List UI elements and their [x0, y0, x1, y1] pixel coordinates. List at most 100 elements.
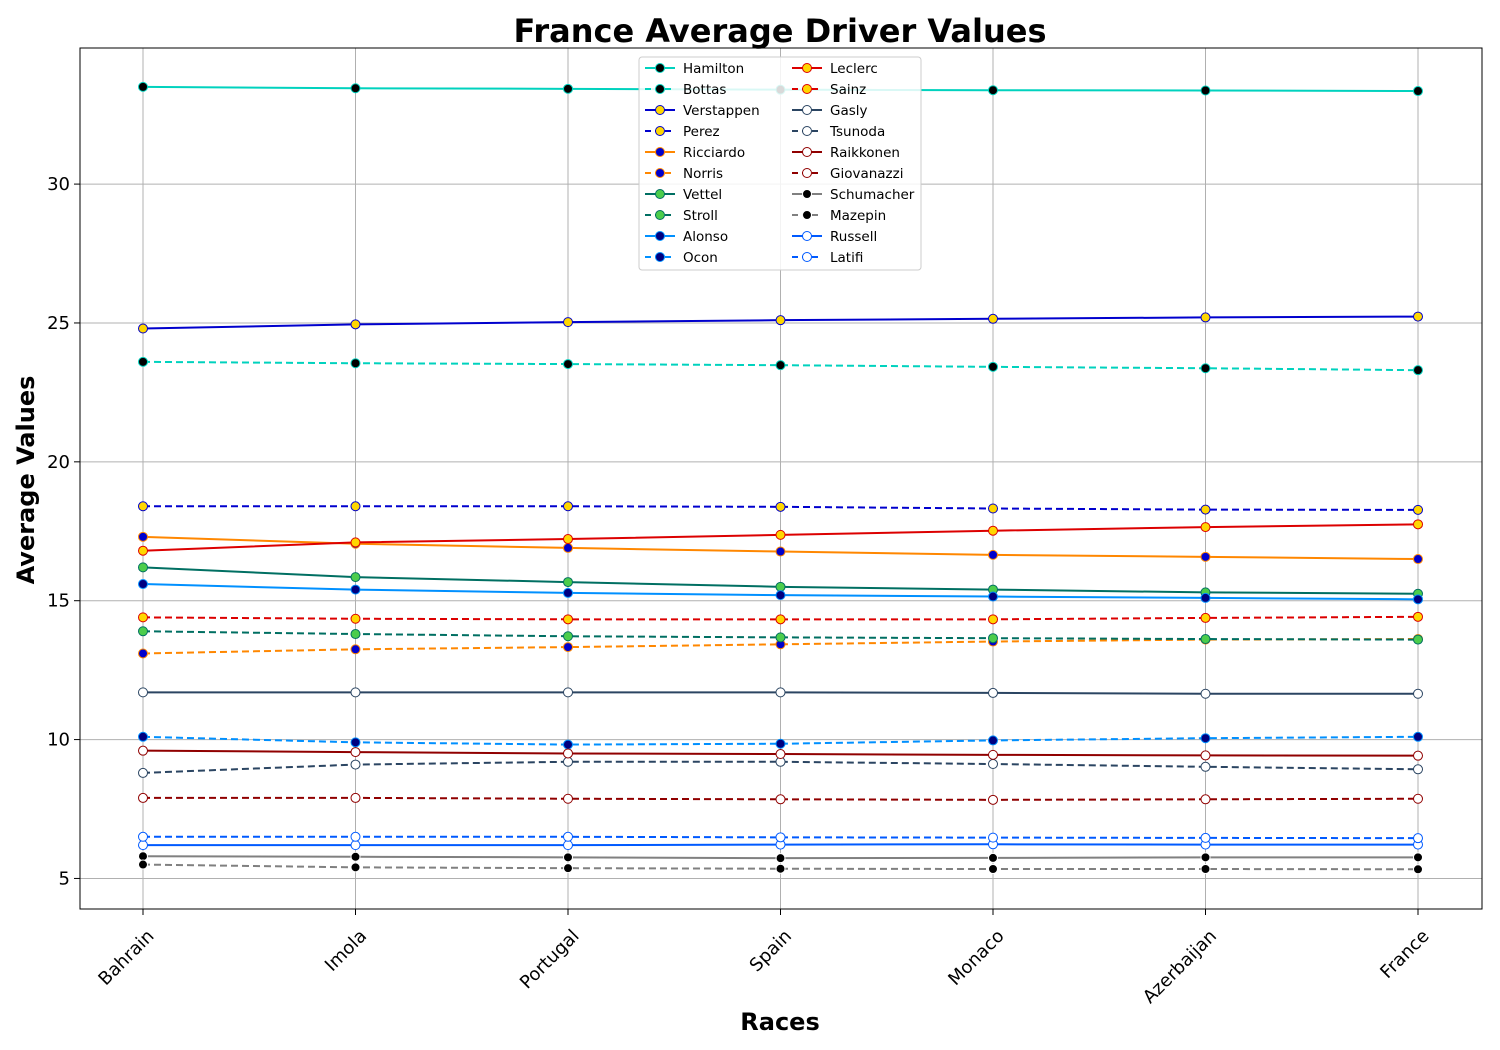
legend-marker [802, 105, 812, 115]
legend-item: Ocon [645, 250, 718, 266]
data-point [1200, 85, 1211, 96]
legend-label: Bottas [683, 82, 726, 98]
legend-item: Giovanazzi [792, 166, 904, 182]
legend-marker [802, 126, 812, 136]
data-point [1200, 551, 1211, 562]
data-point [1200, 794, 1211, 805]
data-point [988, 313, 998, 324]
legend-marker [655, 126, 665, 136]
data-point [138, 626, 148, 637]
data-point [563, 631, 573, 642]
legend-label: Hamilton [683, 61, 744, 77]
legend-marker [655, 63, 665, 73]
data-point [350, 584, 361, 595]
data-point [138, 687, 148, 698]
data-point [138, 792, 148, 803]
data-point [775, 738, 786, 749]
data-point [350, 319, 361, 330]
legend-marker [802, 63, 812, 73]
data-point [138, 356, 148, 367]
legend-label: Mazepin [830, 208, 886, 224]
data-point [775, 614, 786, 625]
legend-marker [802, 189, 812, 199]
legend-marker [655, 252, 665, 262]
data-point [563, 317, 573, 328]
legend-item: Norris [645, 166, 723, 182]
legend-item: Russell [792, 229, 877, 245]
series-perez [138, 501, 1423, 515]
data-point [563, 793, 573, 804]
legend-marker [655, 231, 665, 241]
legend: Hamilton Bottas Verstappen Perez Ricciardo No… [638, 56, 922, 271]
data-point [138, 545, 148, 556]
data-point [350, 83, 361, 94]
series-giovanazzi [138, 792, 1423, 805]
data-point [563, 587, 573, 598]
data-point [1200, 864, 1211, 875]
data-point [1413, 793, 1423, 804]
legend-item: Raikkonen [792, 145, 900, 161]
data-point [988, 749, 998, 760]
data-point [988, 864, 998, 875]
legend-marker [655, 147, 665, 157]
x-tick-label: Bahrain [94, 926, 158, 990]
legend-item: Ricciardo [645, 145, 745, 161]
legend-label: Stroll [683, 208, 718, 224]
data-point [350, 831, 361, 842]
legend-item: Sainz [792, 82, 866, 98]
data-point [563, 756, 573, 767]
data-point [988, 361, 998, 372]
legend-marker [655, 189, 665, 199]
legend-marker [802, 84, 812, 94]
data-point [563, 614, 573, 625]
legend-marker [802, 210, 812, 220]
data-point [350, 537, 361, 548]
y-tick-label: 20 [47, 452, 70, 473]
x-tick-label: Monaco [944, 926, 1008, 990]
data-point [350, 840, 361, 851]
legend-marker [655, 84, 665, 94]
data-point [775, 529, 786, 540]
series-tsunoda [138, 756, 1423, 778]
data-point [1200, 504, 1211, 515]
data-point [1413, 594, 1423, 605]
data-point [1413, 731, 1423, 742]
data-point [775, 863, 786, 874]
x-tick-label: Imola [321, 926, 371, 976]
data-point [1413, 764, 1423, 775]
data-point [988, 614, 998, 625]
series-latifi [138, 831, 1423, 844]
data-point [1200, 688, 1211, 699]
data-point [1200, 312, 1211, 323]
data-point [138, 531, 148, 542]
data-point [138, 612, 148, 623]
data-point [988, 525, 998, 536]
legend-label: Giovanazzi [830, 166, 904, 182]
y-tick-label: 25 [47, 313, 70, 334]
data-point [350, 737, 361, 748]
data-point [563, 577, 573, 588]
legend-label: Gasly [830, 103, 868, 119]
data-point [563, 83, 573, 94]
legend-label: Sainz [830, 82, 866, 98]
legend-marker [802, 168, 812, 178]
data-point [775, 581, 786, 592]
data-point [563, 687, 573, 698]
series-stroll [138, 626, 1423, 645]
data-point [138, 579, 148, 590]
x-tick-label: Spain [746, 926, 796, 976]
data-point [350, 747, 361, 758]
data-point [350, 358, 361, 369]
data-point [138, 831, 148, 842]
legend-label: Norris [683, 166, 723, 182]
data-point [563, 739, 573, 750]
legend-label: Vettel [683, 187, 722, 203]
data-point [350, 644, 361, 655]
data-point [138, 81, 148, 92]
legend-item: Schumacher [792, 187, 915, 203]
series-alonso [138, 579, 1423, 605]
data-point [350, 862, 361, 873]
data-point [1200, 733, 1211, 744]
data-point [1413, 750, 1423, 761]
data-point [563, 831, 573, 842]
